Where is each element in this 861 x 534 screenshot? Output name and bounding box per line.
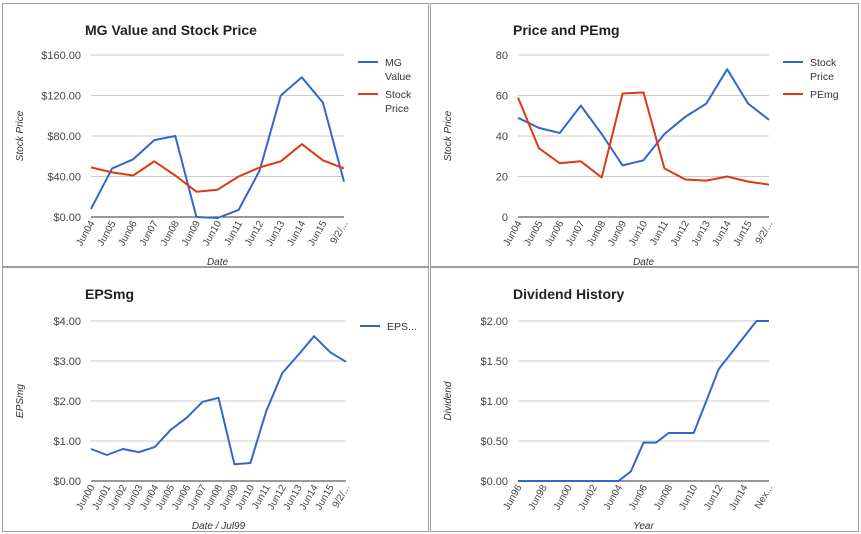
x-tick-label: Jun08	[585, 219, 608, 248]
chart-epsmg-svg: EPSmg$0.00$1.00$2.00$3.00$4.00Jun00Jun01…	[15, 286, 417, 532]
chart-panel-epsmg: EPSmg $0.00 $1.00 $2.00 $3.00 $4.00 Jun00 Jun01…	[2, 267, 429, 532]
x-tick-label: Jun06	[117, 219, 140, 248]
x-axis-label: Year	[633, 521, 654, 532]
series-line-0	[90, 335, 347, 466]
chart-dividend-svg: Dividend History $0.00 $0.50 $1.00 $1.50 $2.0…	[443, 286, 776, 532]
x-tick-label: Jun10	[677, 483, 700, 512]
legend-label-line: Price	[385, 103, 409, 115]
x-tick-label: Jun09	[180, 219, 203, 248]
chart-price-pemg-svg: Price and PEmg020406080Jun04Jun05Jun06Ju…	[443, 22, 839, 268]
legend-label-0: Stock Price	[810, 57, 837, 83]
y-tick-label: $1.00	[480, 396, 508, 408]
y-tick-label: $0.00	[53, 476, 81, 488]
x-tick-label: Jun11	[222, 219, 245, 248]
y-tick-label: $40.00	[47, 172, 81, 184]
y-tick-label: $4.00	[53, 316, 81, 328]
x-tick-label: Jun12	[243, 219, 266, 248]
y-axis-label: Stock Price	[15, 110, 26, 161]
x-tick-label: Jun04	[602, 483, 625, 512]
chart-title: Price and PEmg	[513, 22, 620, 38]
series-line-0	[90, 76, 345, 219]
x-tick-label: Jun12	[702, 483, 725, 512]
y-tick-label: $80.00	[47, 131, 81, 143]
legend-label-0: EPS...	[387, 321, 417, 333]
y-tick-label: $2.00	[480, 316, 508, 328]
legend-label-line: Price	[810, 71, 834, 83]
y-tick-label: $160.00	[41, 50, 81, 62]
x-tick-label: 9/2/...	[329, 219, 351, 246]
y-tick-label: $0.50	[480, 436, 508, 448]
series-line-0	[517, 68, 770, 167]
y-tick-label: $1.50	[480, 356, 508, 368]
y-axis-label: Dividend	[443, 381, 454, 420]
y-tick-label: $1.00	[53, 436, 81, 448]
x-axis-label: Date	[207, 257, 229, 268]
series-line-1	[517, 91, 770, 186]
chart-title: Dividend History	[513, 286, 624, 302]
x-tick-label: Jun14	[285, 219, 308, 248]
x-tick-label: Jun02	[577, 483, 600, 512]
y-tick-label: 0	[502, 212, 508, 224]
x-tick-label: Jun07	[564, 219, 587, 248]
x-tick-label: Jun13	[264, 219, 287, 248]
x-tick-label: Jun06	[543, 219, 566, 248]
y-axis-label: Stock Price	[443, 110, 454, 161]
x-tick-label: Jun12	[669, 219, 692, 248]
chart-title: EPSmg	[85, 286, 134, 302]
y-tick-label: $3.00	[53, 356, 81, 368]
y-tick-label: $0.00	[53, 212, 81, 224]
legend-label-0: MG Value	[385, 57, 411, 83]
legend-label-1: Stock Price	[385, 89, 412, 115]
x-axis-label: Date / Jul99	[192, 521, 246, 532]
x-tick-label: Jun14	[711, 219, 734, 248]
x-tick-label: Jun15	[732, 219, 755, 248]
y-tick-label: $0.00	[480, 476, 508, 488]
chart-title: MG Value and Stock Price	[85, 22, 257, 38]
chart-panel-dividend: Dividend History $0.00 $0.50 $1.00 $1.50 $2.0…	[430, 267, 859, 532]
legend-label-line: Stock	[385, 89, 412, 101]
chart-panel-mg-value: MG Value and Stock Price $0.00 $40.00 $80.0…	[2, 3, 429, 268]
x-tick-label: Jun07	[138, 219, 161, 248]
x-tick-label: Jun00	[552, 483, 575, 512]
x-tick-label: Jun14	[727, 483, 750, 512]
x-tick-label: Jun09	[606, 219, 629, 248]
x-tick-label: Jun06	[627, 483, 650, 512]
y-tick-label: $120.00	[41, 91, 81, 103]
x-tick-label: Jun08	[159, 219, 182, 248]
x-tick-label: Jun10	[201, 219, 224, 248]
x-tick-label: Jun05	[96, 219, 119, 248]
x-tick-label: Jun98	[527, 483, 550, 512]
y-tick-label: 40	[496, 131, 508, 143]
y-tick-label: 80	[496, 50, 508, 62]
chart-panel-price-pemg: Price and PEmg 0 20 40 60 80 Jun04 Jun05 Jun06 Ju…	[430, 3, 859, 268]
x-tick-label: Nex...	[753, 483, 776, 511]
x-tick-label: Jun10	[627, 219, 650, 248]
x-tick-label: Jun08	[652, 483, 675, 512]
legend-label-line: Value	[385, 71, 411, 83]
y-tick-label: 20	[496, 172, 508, 184]
legend-label-1: PEmg	[810, 89, 839, 101]
x-tick-label: Jun05	[522, 219, 545, 248]
y-axis-label: EPSmg	[15, 384, 26, 418]
x-tick-label: Jun13	[690, 219, 713, 248]
x-tick-label: 9/2/...	[754, 219, 776, 246]
y-tick-label: $2.00	[53, 396, 81, 408]
legend-label-line: MG	[385, 57, 402, 69]
chart-mg-value-svg: MG Value and Stock Price $0.00 $40.00 $80.0…	[15, 22, 412, 268]
y-tick-label: 60	[496, 91, 508, 103]
series-line-1	[90, 143, 345, 193]
legend-label-line: Stock	[810, 57, 837, 69]
x-axis-label: Date	[633, 257, 655, 268]
x-tick-label: Jun15	[306, 219, 329, 248]
